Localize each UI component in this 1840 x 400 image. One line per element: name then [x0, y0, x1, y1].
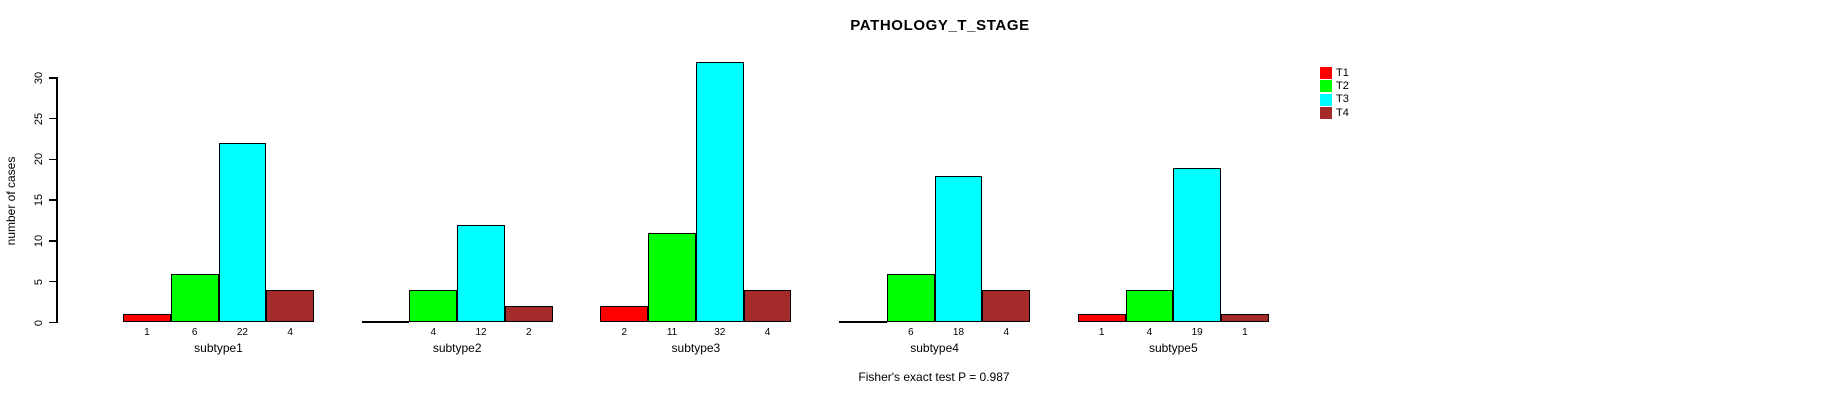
bar-value-label: 4 [1146, 327, 1153, 338]
bar-t4-subtype2 [504, 306, 553, 323]
bar-value-label: 2 [526, 327, 532, 338]
bar-value-label: 1 [1242, 327, 1248, 338]
y-tick-label: 20 [33, 153, 45, 166]
y-tick-mark [48, 158, 56, 161]
legend-label-t3: T3 [1336, 93, 1349, 106]
bar-value-label: 4 [1003, 327, 1009, 338]
y-tick-label: 10 [33, 234, 45, 248]
legend-swatch-t3 [1320, 93, 1332, 106]
x-category-label: subtype4 [910, 341, 959, 355]
bar-zero-t1-subtype2 [361, 321, 410, 323]
y-tick-label: 30 [33, 71, 45, 84]
bar-t4-subtype4 [982, 289, 1031, 323]
x-category-label: subtype1 [194, 341, 243, 355]
bar-t2-subtype5 [1125, 289, 1174, 323]
y-tick-label: 15 [33, 194, 45, 207]
bar-value-label: 4 [764, 327, 771, 338]
y-tick-mark [48, 117, 56, 120]
legend-swatch-t2 [1320, 80, 1332, 93]
bar-t3-subtype2 [457, 224, 505, 323]
bar-value-label: 22 [236, 327, 248, 338]
bar-t3-subtype5 [1173, 167, 1222, 323]
y-axis-line [56, 77, 58, 324]
y-tick-mark [48, 240, 56, 242]
bar-t3-subtype3 [695, 61, 744, 323]
bar-zero-t1-subtype4 [839, 321, 887, 323]
legend-swatch-t4 [1320, 107, 1332, 120]
y-tick-mark [48, 77, 56, 79]
y-axis-title: number of cases [4, 156, 18, 246]
bar-value-label: 1 [144, 327, 150, 338]
bar-value-label: 4 [430, 327, 437, 338]
bar-t4-subtype1 [266, 289, 314, 323]
bar-value-label: 12 [475, 327, 487, 338]
y-tick-mark [48, 321, 56, 324]
legend-swatch-t1 [1320, 67, 1332, 79]
legend-label-t4: T4 [1336, 106, 1349, 119]
bar-value-label: 6 [907, 327, 914, 338]
y-tick-label: 0 [33, 319, 45, 326]
bar-t4-subtype3 [743, 289, 792, 323]
bar-t3-subtype1 [218, 143, 267, 323]
y-tick-label: 5 [33, 278, 45, 285]
bar-t4-subtype5 [1221, 314, 1269, 323]
bar-t1-subtype3 [600, 306, 649, 323]
bar-t2-subtype2 [409, 289, 458, 323]
bar-value-label: 2 [621, 327, 628, 338]
y-tick-mark [48, 280, 56, 283]
y-tick-mark [48, 199, 56, 201]
bar-value-label: 4 [287, 327, 293, 338]
bar-value-label: 32 [714, 327, 726, 338]
bar-t1-subtype5 [1077, 314, 1126, 323]
bar-t3-subtype4 [934, 175, 983, 323]
bar-value-label: 19 [1191, 327, 1203, 338]
bar-t2-subtype1 [170, 273, 219, 323]
x-category-label: subtype2 [432, 341, 482, 355]
bar-t2-subtype4 [886, 273, 935, 323]
y-tick-label: 25 [33, 112, 45, 125]
bar-value-label: 6 [191, 327, 198, 338]
legend-label-t1: T1 [1336, 66, 1349, 79]
x-category-label: subtype3 [671, 341, 721, 355]
bar-value-label: 11 [666, 327, 678, 338]
bar-t1-subtype1 [123, 314, 171, 323]
chart-title: PATHOLOGY_T_STAGE [850, 17, 1030, 34]
x-category-label: subtype5 [1148, 341, 1198, 355]
bar-value-label: 18 [952, 327, 965, 338]
legend-label-t2: T2 [1336, 79, 1349, 92]
bar-t2-subtype3 [648, 232, 696, 323]
bar-value-label: 1 [1098, 327, 1105, 338]
footnote-fisher-test: Fisher's exact test P = 0.987 [858, 370, 1010, 384]
